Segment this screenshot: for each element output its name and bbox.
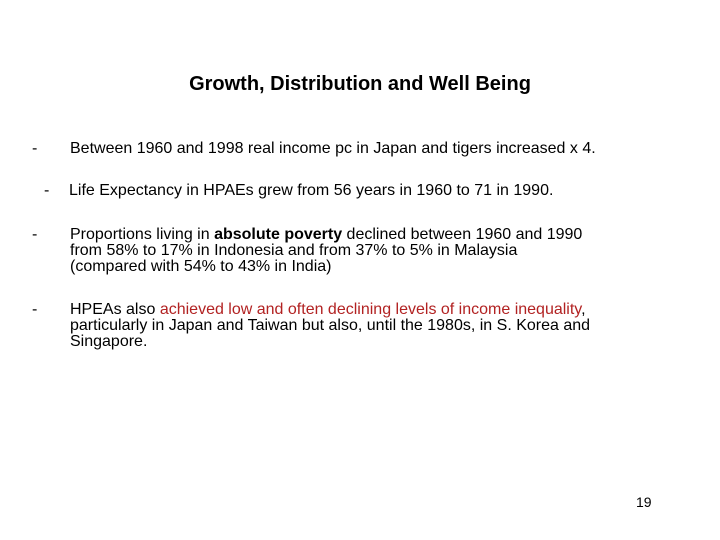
bullet-line-text: Proportions living in <box>70 226 215 243</box>
bullet-line: from 58% to 17% in Indonesia and from 37… <box>70 242 518 259</box>
bullet-line: Life Expectancy in HPAEs grew from 56 ye… <box>69 182 554 199</box>
inequality-highlight: achieved low and often declining levels … <box>159 301 582 318</box>
bullet-line: (compared with 54% to 43% in India) <box>70 258 332 275</box>
bullet-line: Between 1960 and 1998 real income pc in … <box>70 140 596 157</box>
bullet-text: HPEAs also achieved low and often declin… <box>70 302 710 350</box>
bullet-text: Life Expectancy in HPAEs grew from 56 ye… <box>69 183 709 199</box>
bullet-line-text: declined between 1960 and 1990 <box>342 226 583 243</box>
bullet-marker: - <box>32 301 38 318</box>
bullet-line: Singapore. <box>70 333 148 350</box>
page-number: 19 <box>636 494 652 510</box>
bullet-line: HPEAs also achieved low and often declin… <box>70 302 710 318</box>
bullet-line-text: HPEAs also <box>70 301 160 318</box>
bullet-line-text: , <box>581 301 586 318</box>
bullet-marker: - <box>32 226 38 243</box>
slide-title: Growth, Distribution and Well Being <box>189 73 531 95</box>
bullet-line: particularly in Japan and Taiwan but als… <box>70 317 591 334</box>
bullet-marker: - <box>44 182 50 199</box>
bullet-text: Between 1960 and 1998 real income pc in … <box>70 141 710 157</box>
bullet-marker: - <box>32 140 38 157</box>
bullet-text: Proportions living in absolute poverty d… <box>70 227 710 275</box>
absolute-poverty-emphasis: absolute poverty <box>214 226 343 243</box>
bullet-line: Proportions living in absolute poverty d… <box>70 227 710 243</box>
